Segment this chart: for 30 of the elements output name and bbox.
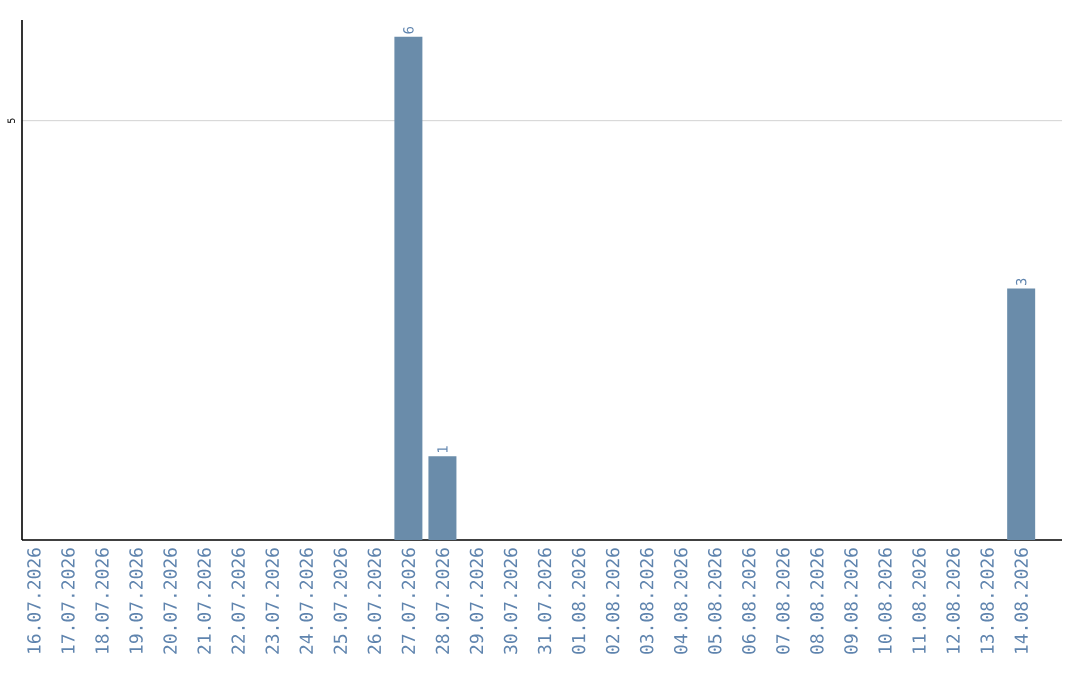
x-tick-label: 11.08.2026 bbox=[912, 548, 926, 653]
x-tick-label: 13.08.2026 bbox=[980, 548, 994, 653]
x-tick-label: 21.07.2026 bbox=[197, 548, 211, 654]
x-tick-label: 10.08.2026 bbox=[878, 548, 892, 653]
x-tick-label: 24.07.2026 bbox=[299, 548, 314, 654]
x-tick-label: 25.07.2026 bbox=[333, 548, 348, 654]
x-tick-label: 26.07.2026 bbox=[367, 548, 382, 654]
x-tick-label: 07.08.2026 bbox=[776, 548, 790, 654]
x-tick-label: 09.08.2026 bbox=[844, 548, 858, 654]
x-tick-label: 29.07.2026 bbox=[469, 548, 484, 654]
x-tick-label: 14.08.2026 bbox=[1014, 548, 1028, 653]
x-tick-label: 27.07.2026 bbox=[401, 548, 416, 654]
x-tick-label: 02.08.2026 bbox=[605, 548, 620, 654]
x-tick-label: 20.07.2026 bbox=[163, 548, 177, 654]
x-tick-label: 12.08.2026 bbox=[946, 548, 960, 653]
x-tick-label: 22.07.2026 bbox=[231, 548, 245, 654]
x-tick-label: 30.07.2026 bbox=[503, 548, 518, 654]
x-tick-label: 03.08.2026 bbox=[639, 548, 654, 654]
x-tick-label: 28.07.2026 bbox=[435, 548, 450, 654]
x-tick-label: 16.07.2026 bbox=[27, 548, 41, 653]
x-tick-label: 17.07.2026 bbox=[61, 548, 75, 653]
x-tick-label: 04.08.2026 bbox=[673, 548, 688, 654]
x-tick-label: 01.08.2026 bbox=[571, 548, 586, 654]
x-tick-label: 23.07.2026 bbox=[265, 548, 279, 654]
x-tick-label: 05.08.2026 bbox=[707, 548, 722, 654]
x-tick-label: 19.07.2026 bbox=[129, 548, 143, 653]
x-tick-label: 08.08.2026 bbox=[810, 548, 824, 654]
x-tick-label: 31.07.2026 bbox=[537, 548, 552, 654]
x-tick-label: 06.08.2026 bbox=[742, 548, 756, 654]
x-tick-label: 18.07.2026 bbox=[95, 548, 109, 653]
